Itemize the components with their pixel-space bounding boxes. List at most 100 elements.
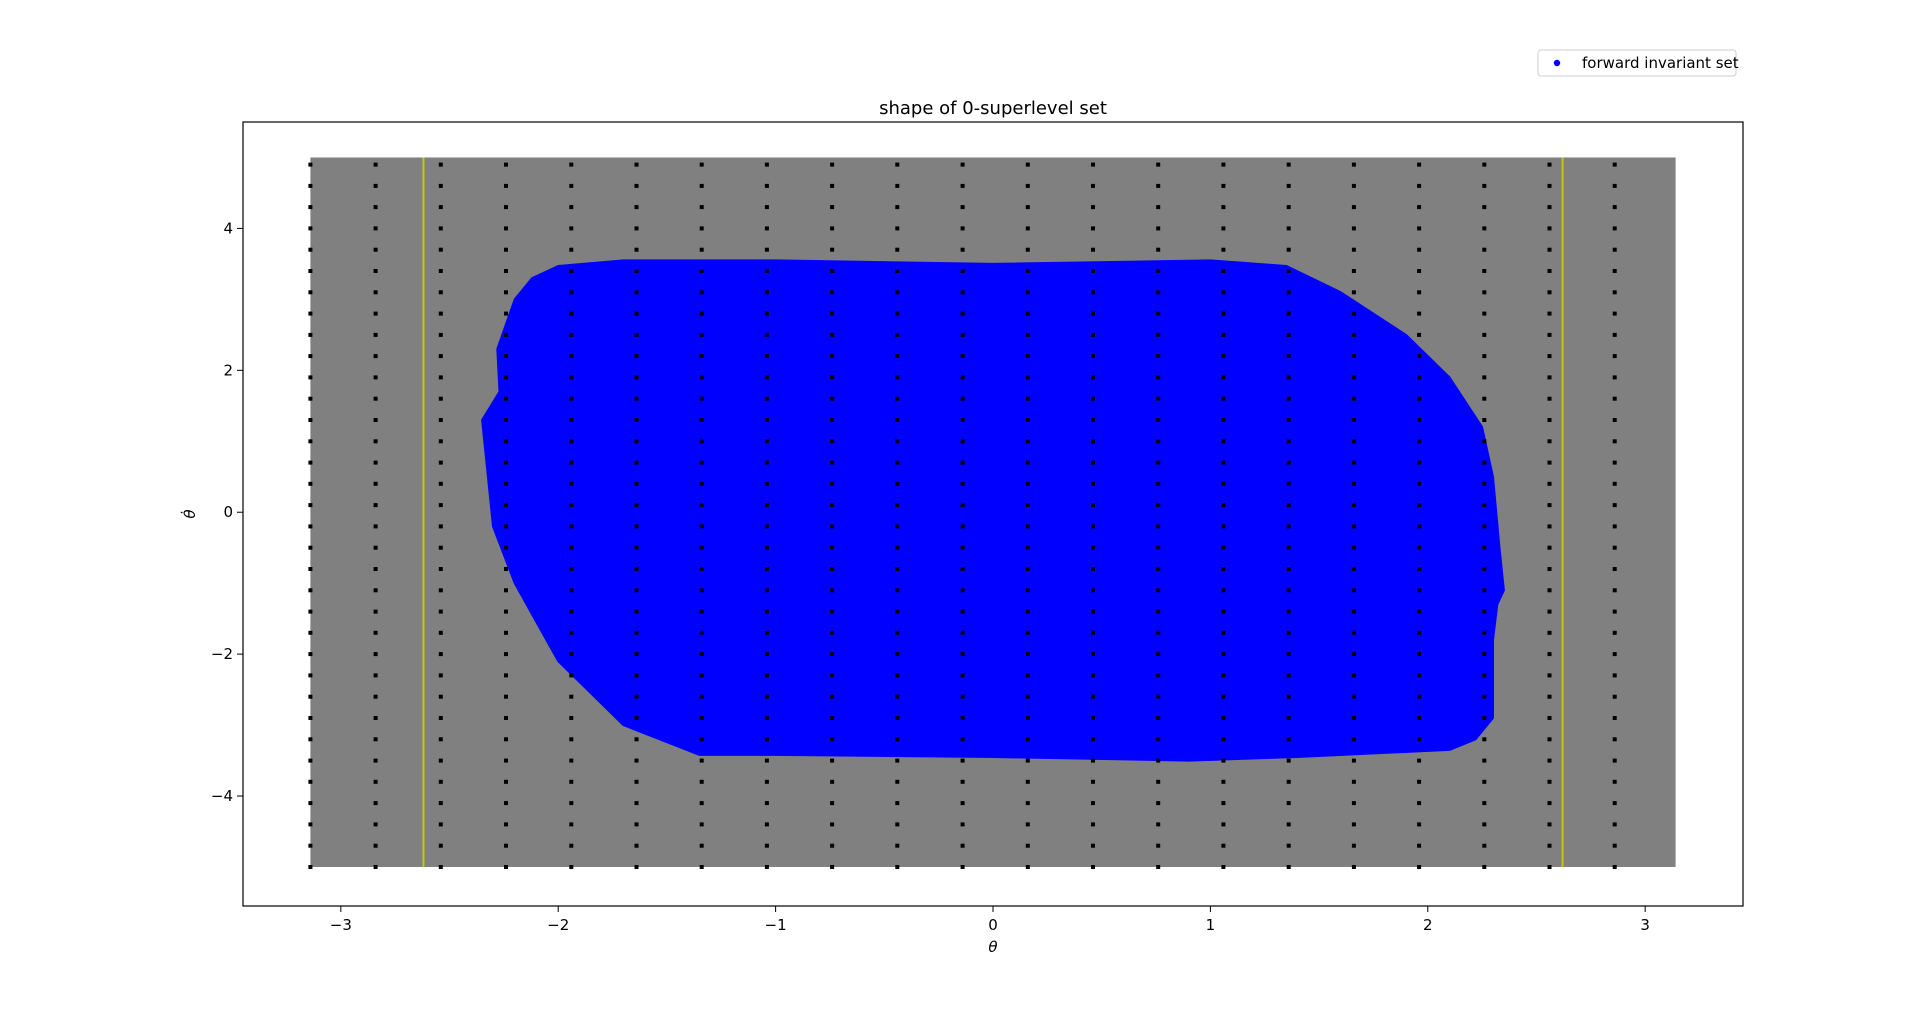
grid-marker (1156, 418, 1161, 422)
grid-marker (1221, 418, 1226, 422)
grid-marker (1351, 716, 1356, 720)
grid-marker (1091, 247, 1095, 252)
y-tick-label: 2 (223, 361, 233, 379)
grid-marker (1547, 332, 1552, 337)
grid-marker (504, 865, 508, 869)
grid-marker (438, 652, 443, 657)
grid-marker (504, 822, 508, 827)
grid-marker (960, 481, 965, 486)
grid-marker (1221, 183, 1226, 188)
grid-marker (1156, 673, 1161, 678)
grid-marker (764, 758, 769, 763)
grid-marker (1547, 205, 1552, 210)
marker-column (1221, 162, 1226, 869)
grid-marker (1156, 183, 1161, 188)
grid-marker (1286, 396, 1291, 401)
grid-marker (1286, 269, 1291, 273)
grid-marker (1351, 460, 1356, 465)
grid-marker (1482, 865, 1487, 869)
grid-marker (1482, 716, 1487, 720)
grid-marker (438, 609, 443, 614)
grid-marker (438, 779, 443, 784)
grid-marker (634, 481, 639, 486)
grid-marker (895, 865, 900, 869)
grid-marker (830, 332, 835, 337)
grid-marker (1156, 503, 1161, 508)
grid-marker (764, 524, 769, 529)
grid-marker (438, 694, 443, 699)
grid-marker (1612, 439, 1617, 444)
grid-marker (1482, 567, 1487, 571)
grid-marker (699, 567, 704, 571)
grid-marker (1221, 269, 1226, 273)
grid-marker (1351, 843, 1356, 848)
grid-marker (504, 716, 508, 720)
grid-marker (960, 609, 965, 614)
grid-marker (373, 418, 378, 422)
grid-marker (960, 673, 965, 678)
grid-marker (1612, 843, 1617, 848)
y-axis: −4 −2 0 2 4 (211, 219, 243, 805)
grid-marker (1286, 758, 1291, 763)
grid-marker (764, 545, 769, 550)
grid-marker (1025, 460, 1030, 465)
legend-label: forward invariant set (1582, 54, 1739, 72)
grid-marker (1482, 801, 1487, 806)
grid-marker (308, 269, 313, 273)
grid-marker (830, 247, 835, 252)
grid-marker (1286, 503, 1291, 508)
grid-marker (438, 737, 443, 742)
grid-marker (1025, 865, 1030, 869)
grid-marker (1547, 801, 1552, 806)
grid-marker (895, 822, 900, 827)
grid-marker (764, 843, 769, 848)
grid-marker (895, 311, 900, 316)
grid-marker (308, 524, 313, 529)
grid-marker (1221, 545, 1226, 550)
plot-area (308, 157, 1676, 869)
grid-marker (1025, 290, 1030, 295)
grid-marker (1091, 865, 1095, 869)
grid-marker (699, 716, 704, 720)
grid-marker (1482, 332, 1487, 337)
grid-marker (1417, 567, 1422, 571)
grid-marker (1547, 758, 1552, 763)
grid-marker (634, 652, 639, 657)
grid-marker (1025, 716, 1030, 720)
grid-marker (1482, 183, 1487, 188)
grid-marker (1221, 354, 1226, 359)
grid-marker (1025, 609, 1030, 614)
grid-marker (699, 162, 704, 167)
grid-marker (1091, 332, 1095, 337)
grid-marker (634, 865, 639, 869)
grid-marker (373, 162, 378, 167)
grid-marker (764, 694, 769, 699)
grid-marker (1025, 524, 1030, 529)
grid-marker (1286, 801, 1291, 806)
grid-marker (1417, 609, 1422, 614)
grid-marker (438, 460, 443, 465)
grid-marker (438, 481, 443, 486)
grid-marker (1221, 822, 1226, 827)
grid-marker (1091, 588, 1095, 593)
grid-marker (308, 630, 313, 635)
grid-marker (699, 290, 704, 295)
grid-marker (569, 737, 574, 742)
grid-marker (1091, 843, 1095, 848)
grid-marker (1351, 865, 1356, 869)
grid-marker (764, 673, 769, 678)
grid-marker (1286, 630, 1291, 635)
grid-marker (1482, 588, 1487, 593)
grid-marker (830, 694, 835, 699)
grid-marker (438, 439, 443, 444)
grid-marker (438, 524, 443, 529)
grid-marker (1417, 758, 1422, 763)
grid-marker (699, 226, 704, 231)
grid-marker (1091, 609, 1095, 614)
grid-marker (1482, 630, 1487, 635)
grid-marker (1351, 332, 1356, 337)
grid-marker (1482, 247, 1487, 252)
grid-marker (1286, 439, 1291, 444)
grid-marker (504, 375, 508, 380)
grid-marker (1482, 375, 1487, 380)
